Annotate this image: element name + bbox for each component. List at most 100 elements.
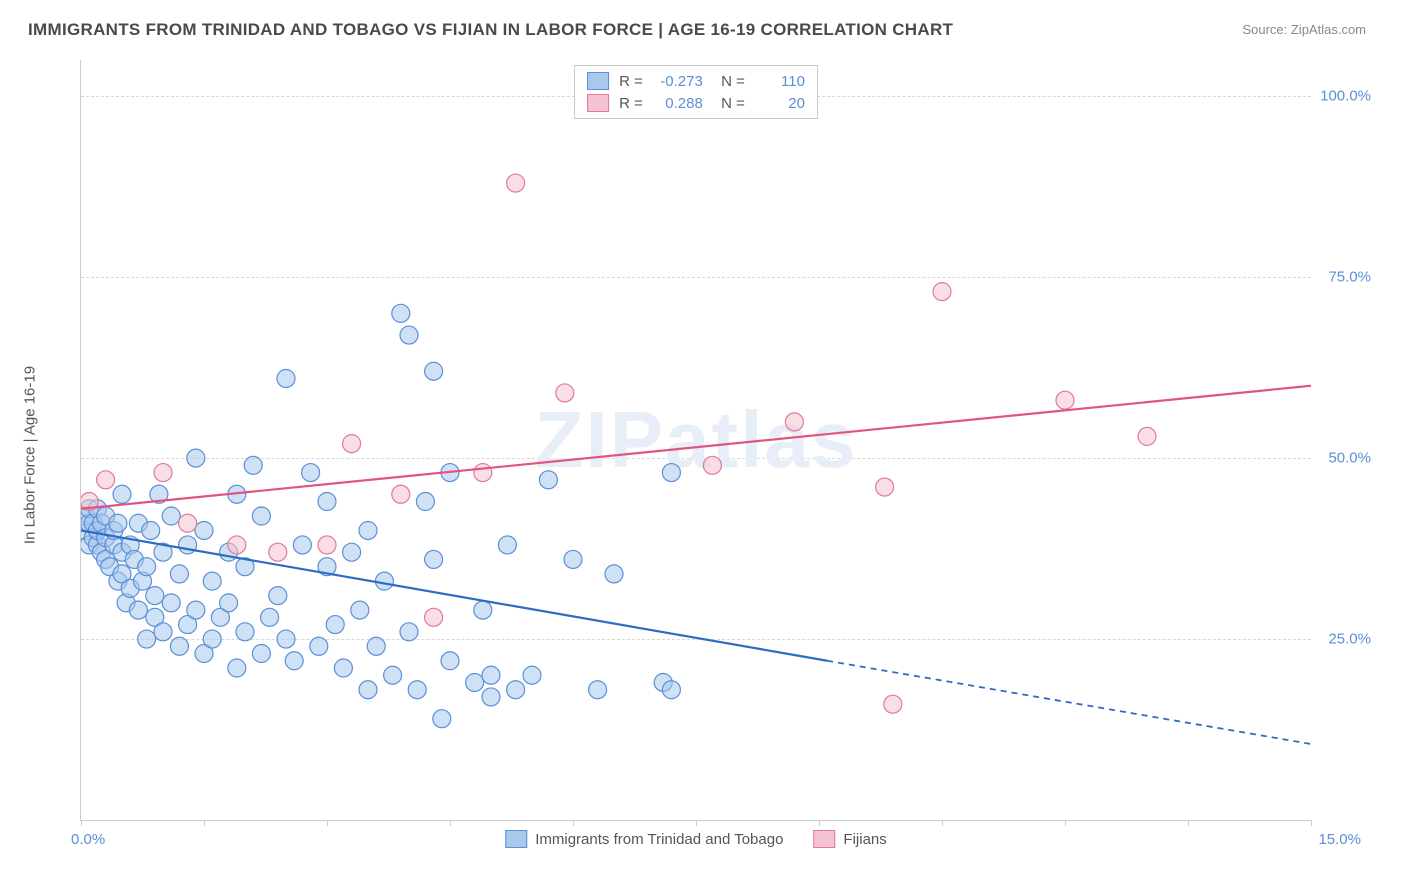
trend-line: [81, 386, 1311, 509]
x-tick-mark: [450, 820, 451, 826]
data-point: [187, 449, 205, 467]
data-point: [162, 594, 180, 612]
n-label: N =: [713, 73, 745, 90]
x-tick-mark: [1065, 820, 1066, 826]
data-point: [441, 652, 459, 670]
data-point: [228, 659, 246, 677]
data-point: [884, 695, 902, 713]
data-point: [498, 536, 516, 554]
data-point: [425, 550, 443, 568]
data-point: [187, 601, 205, 619]
data-point: [228, 536, 246, 554]
legend-item-1: Immigrants from Trinidad and Tobago: [505, 830, 783, 848]
x-tick-mark: [942, 820, 943, 826]
data-point: [277, 630, 295, 648]
legend-item-2: Fijians: [813, 830, 886, 848]
data-point: [138, 630, 156, 648]
data-point: [170, 565, 188, 583]
data-point: [334, 659, 352, 677]
x-tick-min: 0.0%: [71, 831, 105, 848]
data-point: [154, 623, 172, 641]
legend-row-series-1: R = -0.273 N = 110: [587, 70, 805, 92]
data-point: [138, 558, 156, 576]
data-point: [539, 471, 557, 489]
data-point: [97, 471, 115, 489]
correlation-legend: R = -0.273 N = 110 R = 0.288 N = 20: [574, 65, 818, 119]
n-value-1: 110: [755, 73, 805, 90]
chart-container: In Labor Force | Age 16-19 ZIPatlas 25.0…: [50, 60, 1350, 850]
data-point: [523, 666, 541, 684]
data-point: [933, 283, 951, 301]
data-point: [343, 543, 361, 561]
r-label: R =: [619, 95, 643, 112]
x-tick-mark: [81, 820, 82, 826]
data-point: [269, 543, 287, 561]
x-tick-mark: [1188, 820, 1189, 826]
data-point: [154, 464, 172, 482]
data-point: [170, 637, 188, 655]
data-point: [466, 673, 484, 691]
data-point: [507, 174, 525, 192]
data-point: [142, 521, 160, 539]
data-point: [425, 362, 443, 380]
data-point: [252, 507, 270, 525]
x-tick-mark: [1311, 820, 1312, 826]
data-point: [318, 493, 336, 511]
y-axis-label: In Labor Force | Age 16-19: [22, 366, 39, 544]
data-point: [310, 637, 328, 655]
data-point: [244, 456, 262, 474]
data-point: [113, 485, 131, 503]
data-point: [261, 608, 279, 626]
x-tick-mark: [327, 820, 328, 826]
data-point: [293, 536, 311, 554]
r-label: R =: [619, 73, 643, 90]
y-tick-label: 75.0%: [1328, 269, 1371, 286]
data-point: [162, 507, 180, 525]
data-point: [252, 645, 270, 663]
data-point: [408, 681, 426, 699]
data-point: [179, 514, 197, 532]
data-point: [433, 710, 451, 728]
data-point: [318, 536, 336, 554]
y-tick-label: 50.0%: [1328, 450, 1371, 467]
data-point: [1138, 427, 1156, 445]
series-legend: Immigrants from Trinidad and Tobago Fiji…: [505, 830, 887, 848]
data-point: [605, 565, 623, 583]
data-point: [400, 326, 418, 344]
x-tick-max: 15.0%: [1318, 831, 1361, 848]
legend-row-series-2: R = 0.288 N = 20: [587, 92, 805, 114]
n-label: N =: [713, 95, 745, 112]
legend-swatch-blue: [505, 830, 527, 848]
data-point: [662, 464, 680, 482]
data-point: [195, 521, 213, 539]
data-point: [662, 681, 680, 699]
data-point: [392, 304, 410, 322]
data-point: [1056, 391, 1074, 409]
legend-swatch-blue: [587, 72, 609, 90]
data-point: [400, 623, 418, 641]
legend-label-2: Fijians: [843, 831, 886, 848]
data-point: [367, 637, 385, 655]
legend-label-1: Immigrants from Trinidad and Tobago: [535, 831, 783, 848]
x-tick-mark: [204, 820, 205, 826]
data-point: [351, 601, 369, 619]
plot-area: ZIPatlas 25.0%50.0%75.0%100.0% 0.0% 15.0…: [80, 60, 1311, 821]
x-tick-mark: [573, 820, 574, 826]
data-point: [589, 681, 607, 699]
source-attribution: Source: ZipAtlas.com: [1242, 22, 1366, 37]
data-point: [203, 572, 221, 590]
data-point: [425, 608, 443, 626]
y-tick-label: 25.0%: [1328, 631, 1371, 648]
y-tick-label: 100.0%: [1320, 88, 1371, 105]
trend-line: [81, 530, 827, 660]
data-point: [564, 550, 582, 568]
data-point: [220, 594, 238, 612]
data-point: [129, 601, 147, 619]
data-point: [343, 435, 361, 453]
scatter-svg: [81, 60, 1311, 820]
data-point: [302, 464, 320, 482]
data-point: [556, 384, 574, 402]
r-value-1: -0.273: [653, 73, 703, 90]
legend-swatch-pink: [587, 94, 609, 112]
data-point: [359, 681, 377, 699]
